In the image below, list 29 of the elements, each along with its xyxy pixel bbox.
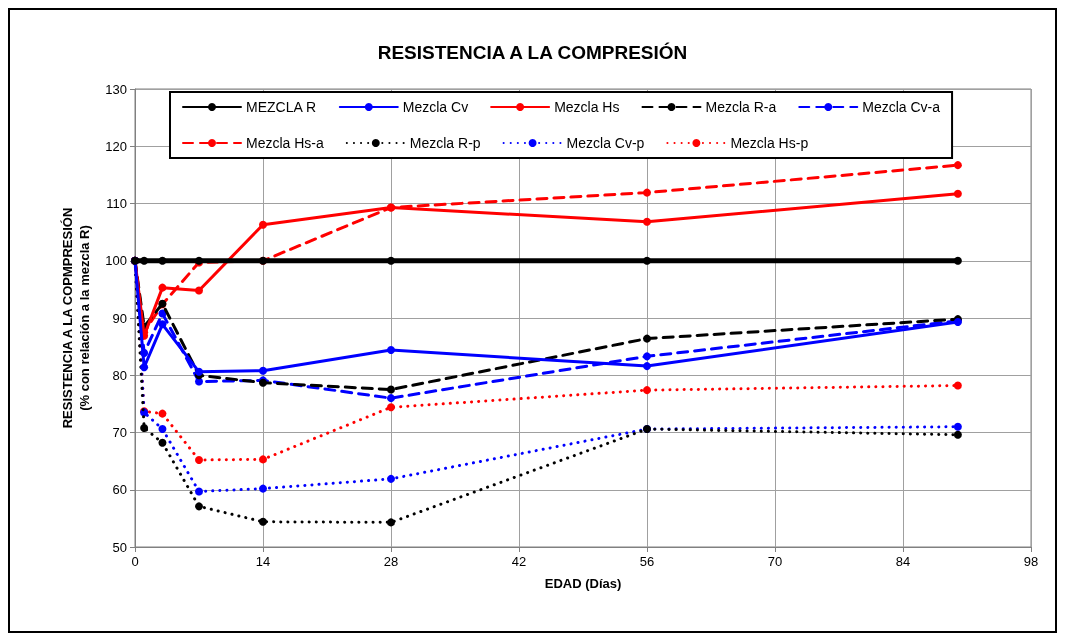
x-tick-label: 70 [767, 554, 783, 569]
x-tick-label: 42 [511, 554, 527, 569]
x-tick-label: 84 [895, 554, 911, 569]
legend-label: Mezcla R-p [409, 135, 481, 151]
legend-label: Mezcla Cv-p [566, 135, 645, 151]
y-tick-label: 100 [105, 253, 127, 269]
legend-label: Mezcla Hs [554, 99, 620, 115]
x-tick-label: 98 [1023, 554, 1039, 569]
y-tick-label: 80 [112, 367, 127, 383]
legend-label: Mezcla R-a [705, 99, 777, 115]
y-tick-label: 120 [105, 138, 127, 154]
y-tick-label: 110 [106, 196, 127, 211]
y-tick-label: 60 [112, 482, 127, 498]
y-tick-label: 70 [112, 425, 127, 440]
legend-label: Mezcla Hs-p [730, 135, 809, 151]
legend-label: Mezcla Cv-a [862, 99, 941, 115]
y-axis-title: RESISTENCIA A LA COPMPRESIÓN (% con relación a la mezcla R) [60, 207, 92, 429]
legend-label: MEZCLA R [246, 99, 317, 115]
x-tick-label: 28 [383, 554, 399, 569]
y-tick-label: 90 [112, 310, 127, 326]
x-axis-title: EDAD (Días) [544, 576, 622, 591]
y-tick-label: 130 [105, 81, 127, 97]
chart-title: RESISTENCIA A LA COMPRESIÓN [377, 42, 688, 63]
y-tick-label: 50 [112, 539, 127, 555]
legend-label: Mezcla Hs-a [246, 135, 325, 151]
legend-label: Mezcla Cv [402, 99, 469, 115]
x-tick-label: 56 [639, 554, 655, 569]
x-tick-label: 0 [131, 554, 139, 569]
x-tick-label: 14 [255, 554, 271, 569]
